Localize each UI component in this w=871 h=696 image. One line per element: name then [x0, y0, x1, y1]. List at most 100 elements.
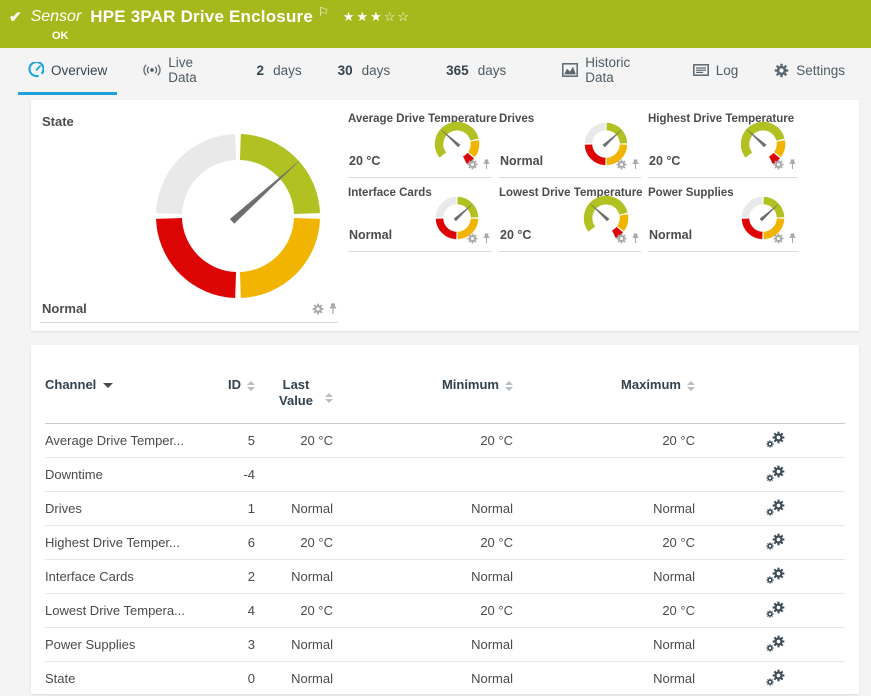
cell-minimum: 20 °C	[333, 423, 513, 458]
historic-chart-icon	[562, 63, 578, 77]
cell-channel: Drives	[45, 491, 205, 526]
cell-maximum: Normal	[513, 559, 695, 594]
cell-maximum: 20 °C	[513, 423, 695, 458]
table-row: Highest Drive Temper... 6 20 °C 20 °C 20…	[45, 525, 845, 560]
pin-icon[interactable]	[788, 233, 797, 244]
star-rating[interactable]: ★★★☆☆	[342, 9, 412, 24]
mini-gauge-cell: Interface Cards Normal	[348, 178, 492, 252]
table-row: Drives 1 Normal Normal Normal	[45, 491, 845, 526]
sort-icon	[687, 380, 695, 391]
column-header-last-value[interactable]: Last Value	[255, 371, 333, 424]
cell-minimum: 20 °C	[333, 525, 513, 560]
cell-last-value: Normal	[255, 627, 333, 662]
pin-icon[interactable]	[631, 159, 640, 170]
mini-gauge	[432, 193, 482, 243]
gear-icon[interactable]	[467, 233, 478, 244]
edit-channel-icon[interactable]	[765, 567, 787, 584]
mini-gauge-cell: Power Supplies Normal	[648, 178, 798, 252]
tab-2-days[interactable]: 2 days	[256, 62, 302, 78]
cell-channel: Highest Drive Temper...	[45, 525, 205, 560]
status-ok-check-icon: ✔	[9, 9, 22, 26]
column-header-channel[interactable]: Channel	[45, 371, 205, 424]
flag-icon[interactable]: ⚐	[318, 5, 329, 19]
cell-last-value	[255, 457, 333, 492]
cell-channel: Power Supplies	[45, 627, 205, 662]
cell-channel: Downtime	[45, 457, 205, 492]
cell-id: 2	[205, 559, 255, 594]
mini-gauge-label: Power Supplies	[648, 187, 734, 199]
mini-gauge-tools	[467, 159, 491, 170]
cell-id: 4	[205, 593, 255, 628]
tab-historic-data[interactable]: Historic Data	[552, 48, 666, 95]
pin-icon[interactable]	[631, 233, 640, 244]
channels-table: Channel ID Last Value Minimum Maximum	[45, 371, 845, 696]
edit-channel-icon[interactable]	[765, 669, 787, 686]
mini-gauge-value: 20 °C	[349, 154, 381, 168]
sort-desc-icon	[103, 383, 114, 389]
gear-icon[interactable]	[616, 233, 627, 244]
pin-icon[interactable]	[788, 159, 797, 170]
gear-icon[interactable]	[773, 233, 784, 244]
cell-minimum: Normal	[333, 491, 513, 526]
column-header-maximum[interactable]: Maximum	[513, 371, 695, 424]
mini-gauge-value: 20 °C	[649, 154, 681, 168]
sort-icon	[505, 380, 513, 391]
edit-channel-icon[interactable]	[765, 601, 787, 618]
column-header-id[interactable]: ID	[205, 371, 255, 424]
pin-icon[interactable]	[482, 233, 491, 244]
gear-icon[interactable]	[773, 159, 784, 170]
mini-gauge-label: Interface Cards	[348, 187, 432, 199]
gear-icon[interactable]	[467, 159, 478, 170]
channels-panel: Channel ID Last Value Minimum Maximum	[31, 345, 859, 696]
pin-icon[interactable]	[328, 303, 338, 315]
log-icon	[693, 64, 709, 76]
cell-minimum: 20 °C	[333, 593, 513, 628]
tab-settings[interactable]: Settings	[764, 48, 855, 95]
tab-365-days[interactable]: 365 days	[446, 62, 507, 78]
mini-gauge-tools	[616, 159, 640, 170]
cell-actions	[695, 627, 845, 662]
cell-actions	[695, 457, 845, 492]
cell-maximum: 20 °C	[513, 593, 695, 628]
sort-icon	[325, 393, 333, 403]
object-kind-label: Sensor	[30, 8, 82, 25]
column-header-minimum[interactable]: Minimum	[333, 371, 513, 424]
cell-actions	[695, 423, 845, 458]
gear-icon[interactable]	[616, 159, 627, 170]
gear-icon[interactable]	[312, 303, 324, 315]
edit-channel-icon[interactable]	[765, 635, 787, 652]
table-header-row: Channel ID Last Value Minimum Maximum	[45, 371, 845, 424]
mini-gauge-tools	[616, 233, 640, 244]
edit-channel-icon[interactable]	[765, 465, 787, 482]
edit-channel-icon[interactable]	[765, 499, 787, 516]
mini-gauge-tools	[773, 159, 797, 170]
sensor-title: HPE 3PAR Drive Enclosure	[90, 7, 314, 26]
state-gauge-tools	[312, 303, 338, 315]
cell-maximum: 20 °C	[513, 525, 695, 560]
pin-icon[interactable]	[482, 159, 491, 170]
cell-minimum: Normal	[333, 627, 513, 662]
edit-channel-icon[interactable]	[765, 533, 787, 550]
mini-gauge-grid: Average Drive Temperature 20 °C Drives N…	[348, 104, 798, 252]
mini-gauge	[738, 119, 788, 169]
live-data-icon	[143, 64, 161, 76]
mini-gauge	[432, 119, 482, 169]
sensor-status-badge: OK	[52, 30, 69, 42]
mini-gauge-label: Drives	[499, 113, 535, 125]
cell-actions	[695, 593, 845, 628]
mini-gauge	[581, 119, 631, 169]
cell-id: 3	[205, 627, 255, 662]
tab-30-days[interactable]: 30 days	[337, 62, 391, 78]
tab-live-data[interactable]: Live Data	[133, 48, 230, 95]
mini-gauge-cell: Highest Drive Temperature 20 °C	[648, 104, 798, 178]
edit-channel-icon[interactable]	[765, 431, 787, 448]
cell-channel: Average Drive Temper...	[45, 423, 205, 458]
tab-overview[interactable]: Overview	[18, 48, 118, 95]
mini-gauge-label: Highest Drive Temperature	[648, 113, 795, 125]
tab-log[interactable]: Log	[683, 48, 749, 95]
tab-bar: Overview Live Data 2 days 30 days 365 da…	[0, 48, 871, 95]
mini-gauge-cell: Drives Normal	[499, 104, 641, 178]
mini-gauge	[581, 193, 631, 243]
cell-id: -4	[205, 457, 255, 492]
cell-last-value: Normal	[255, 491, 333, 526]
